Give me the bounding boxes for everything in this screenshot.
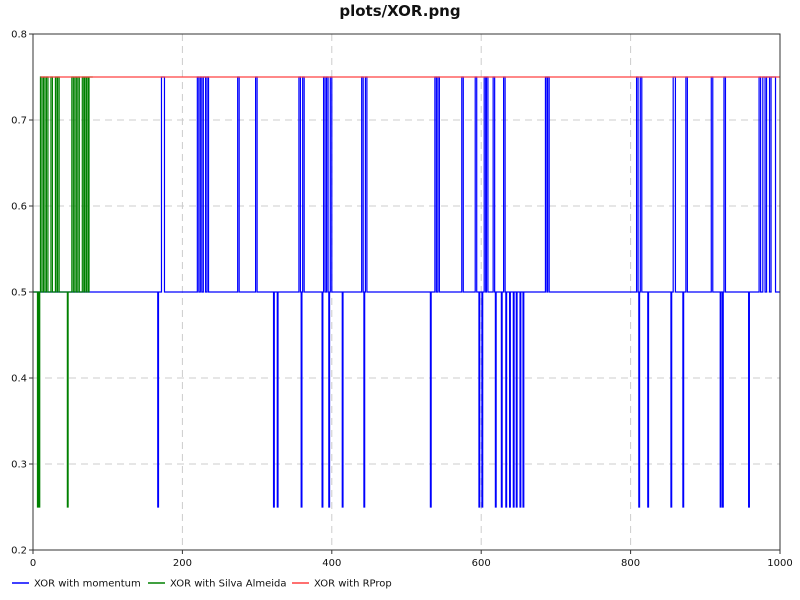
series-line-1 bbox=[33, 76, 780, 508]
series-layer bbox=[33, 76, 780, 508]
y-tick-label: 0.5 bbox=[11, 288, 27, 299]
legend-label: XOR with momentum bbox=[34, 579, 141, 590]
y-tick-label: 0.4 bbox=[11, 374, 27, 385]
chart-title: plots/XOR.png bbox=[339, 2, 460, 20]
x-tick-label: 400 bbox=[322, 558, 341, 569]
x-tick-label: 200 bbox=[173, 558, 192, 569]
x-tick-label: 1000 bbox=[767, 558, 792, 569]
x-tick-label: 0 bbox=[30, 558, 36, 569]
x-tick-label: 600 bbox=[472, 558, 491, 569]
legend-label: XOR with RProp bbox=[314, 579, 392, 590]
y-tick-label: 0.2 bbox=[11, 546, 27, 557]
legend-label: XOR with Silva Almeida bbox=[170, 579, 287, 590]
y-tick-label: 0.6 bbox=[11, 202, 27, 213]
legend: XOR with momentum XOR with Silva Almeida X… bbox=[12, 579, 392, 590]
y-tick-label: 0.8 bbox=[11, 30, 27, 41]
y-tick-label: 0.7 bbox=[11, 116, 27, 127]
y-tick-label: 0.3 bbox=[11, 460, 27, 471]
axis-ticks: 0 200 400 600 800 1000 0.2 0.3 0.4 0.5 0.6 0.7 0.8 bbox=[11, 30, 793, 570]
x-tick-label: 800 bbox=[621, 558, 640, 569]
